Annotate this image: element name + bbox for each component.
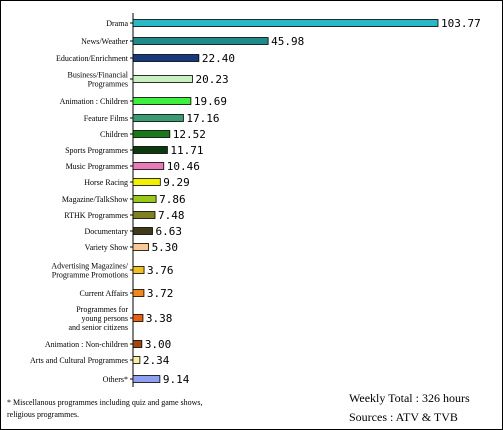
bar — [132, 243, 149, 251]
sources: Sources : ATV & TVB — [349, 410, 458, 424]
category-label: Arts and Cultural Programmes — [30, 356, 128, 365]
category-label: Animation : Children — [60, 97, 128, 106]
bar-value-label: 7.48 — [158, 209, 185, 222]
bar-value-label: 6.63 — [155, 225, 182, 238]
bar-value-label: 19.69 — [194, 95, 227, 108]
bar — [132, 195, 157, 203]
bar-value-label: 12.52 — [173, 128, 206, 141]
bar — [132, 340, 143, 348]
bar-value-label: 10.46 — [167, 160, 200, 173]
bar-value-label: 9.29 — [163, 176, 190, 189]
bar-value-label: 9.14 — [163, 373, 190, 386]
category-label: Feature Films — [84, 114, 128, 123]
category-label: Sports Programmes — [65, 146, 128, 155]
category-label: Variety Show — [85, 243, 129, 252]
bar-chart: 103.77 Drama 45.98 News/Weather 22.40 Educati… — [30, 13, 481, 387]
bar-value-label: 3.38 — [146, 312, 173, 325]
category-label: Education/Enrichment — [56, 54, 129, 63]
category-label: Programmes for young persons and senior ci… — [68, 305, 128, 332]
category-label: Magazine/TalkShow — [62, 195, 128, 204]
bar — [132, 375, 161, 383]
weekly-total: Weekly Total : 326 hours — [349, 391, 470, 405]
bar-value-label: 20.23 — [195, 73, 228, 86]
bar — [132, 162, 165, 170]
category-label: Drama — [106, 19, 128, 28]
category-label: Advertising Magazines/Programme Promotio… — [51, 262, 128, 280]
bar-value-label: 2.34 — [143, 354, 170, 367]
bar — [132, 178, 161, 186]
bar — [132, 227, 153, 235]
category-label: Current Affairs — [79, 289, 128, 298]
bar — [132, 37, 269, 45]
category-label: Documentary — [84, 227, 128, 236]
bar — [132, 211, 156, 219]
footnote: * Miscellanous programmes including quiz… — [7, 398, 203, 419]
bar — [132, 266, 145, 274]
bar-value-label: 22.40 — [202, 52, 235, 65]
category-label: Animation : Non-children — [45, 340, 128, 349]
category-label: Music Programmes — [66, 162, 128, 171]
bar-value-label: 7.86 — [159, 193, 186, 206]
category-label: RTHK Programmes — [64, 211, 128, 220]
category-label: Children — [100, 130, 128, 139]
bar — [132, 19, 439, 27]
category-label: Others* — [103, 375, 128, 384]
bar-value-label: 103.77 — [441, 17, 481, 30]
bar — [132, 54, 200, 62]
totals-box: Weekly Total : 326 hours Sources : ATV &… — [349, 389, 470, 427]
bar — [132, 146, 168, 154]
bar — [132, 356, 141, 364]
category-label: Business/Financial Programmes — [68, 71, 129, 89]
bar — [132, 75, 193, 83]
bar — [132, 97, 192, 105]
bar-value-label: 11.71 — [170, 144, 203, 157]
bar-value-label: 5.30 — [152, 241, 179, 254]
category-label: Horse Racing — [84, 178, 128, 187]
bar — [132, 114, 184, 122]
bar — [132, 289, 145, 297]
bar-value-label: 45.98 — [271, 35, 304, 48]
bar-value-label: 17.16 — [186, 112, 219, 125]
bar-value-label: 3.00 — [145, 338, 172, 351]
bar-value-label: 3.76 — [147, 264, 174, 277]
bar — [132, 314, 144, 322]
bar — [132, 130, 171, 138]
bar-value-label: 3.72 — [147, 287, 174, 300]
category-label: News/Weather — [81, 37, 128, 46]
